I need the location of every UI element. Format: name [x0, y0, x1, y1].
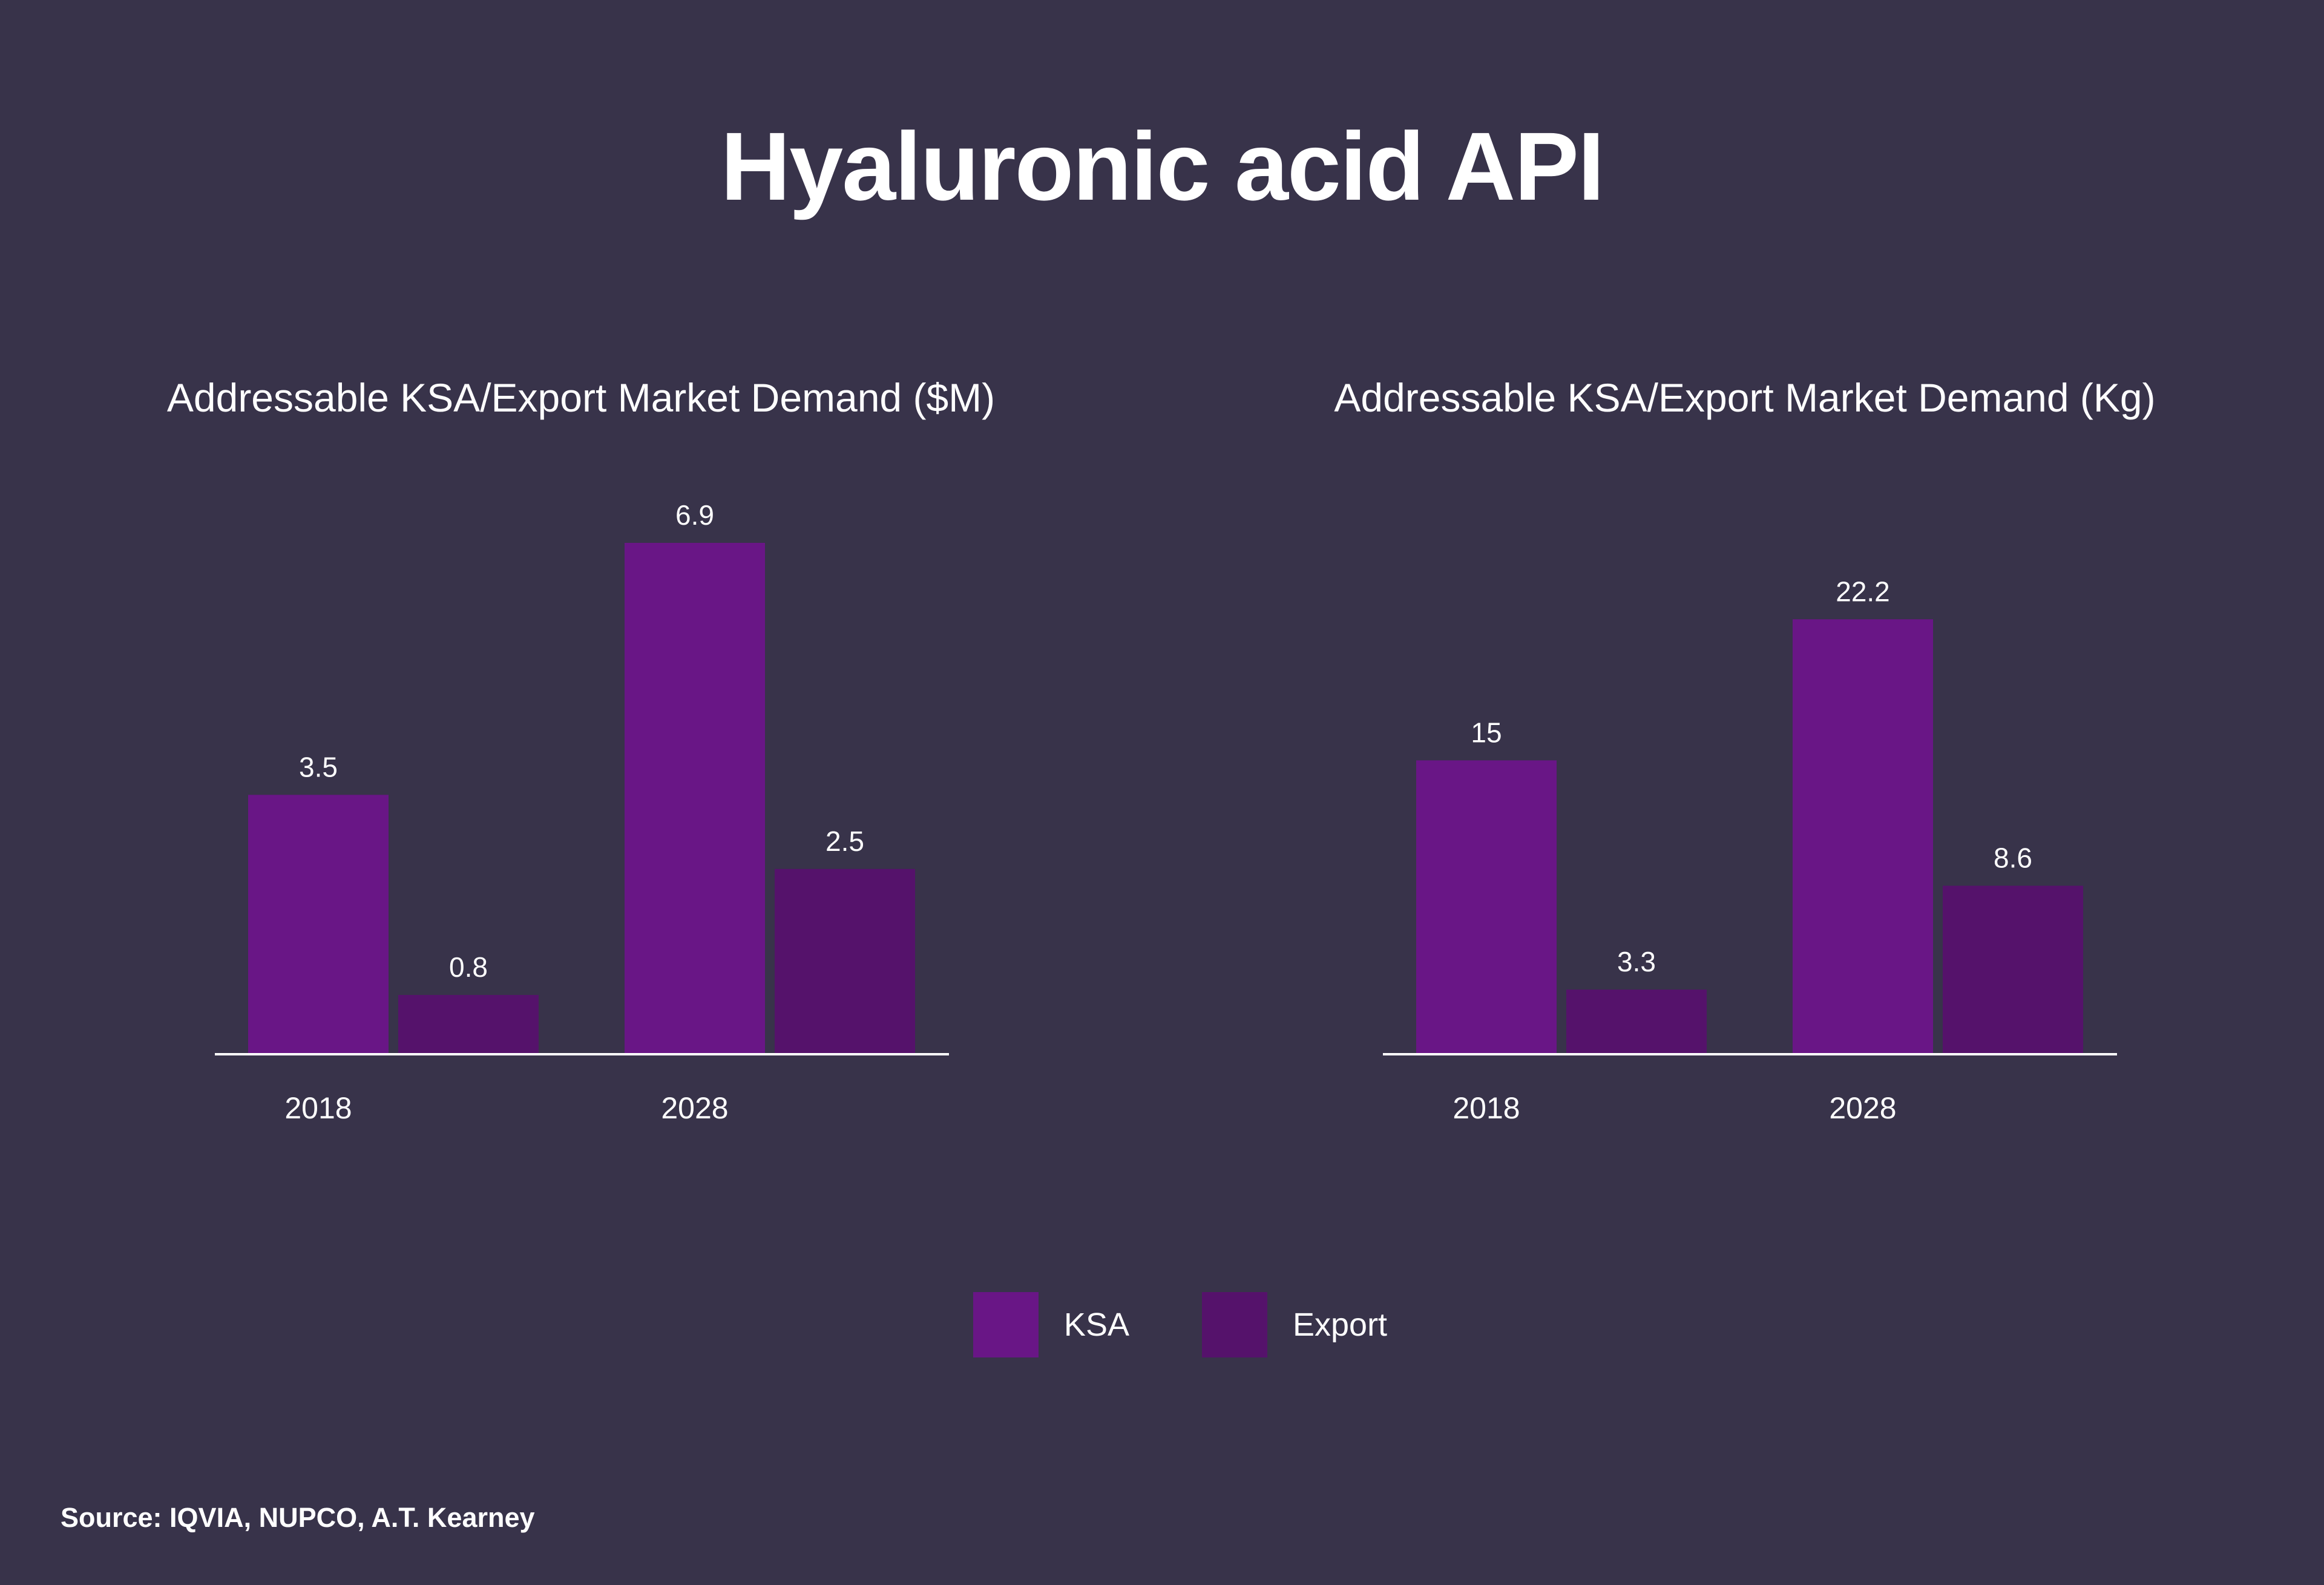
legend: KSA Export	[0, 1292, 2324, 1357]
chart-2-bar-ksa-2018	[1416, 760, 1557, 1054]
chart-1-data-label-export-2028: 2.5	[826, 825, 864, 857]
chart-2-bar-export-2028	[1943, 885, 2083, 1054]
legend-swatch-ksa	[973, 1292, 1039, 1357]
chart-2-data-label-export-2028: 8.6	[1994, 842, 2032, 874]
legend-item-ksa: KSA	[973, 1292, 1129, 1357]
legend-label-export: Export	[1292, 1307, 1388, 1343]
legend-swatch-export	[1201, 1292, 1267, 1357]
chart-1-title: Addressable KSA/Export Market Demand ($M…	[167, 375, 995, 420]
legend-item-export: Export	[1201, 1292, 1388, 1357]
chart-1-tick-label-2018: 2018	[284, 1091, 352, 1125]
chart-2-data-label-ksa-2018: 15	[1471, 717, 1502, 748]
chart-1-data-label-export-2018: 0.8	[449, 951, 488, 983]
chart-1-bar-export-2028	[775, 868, 915, 1054]
chart-1-tick-label-2028: 2028	[661, 1091, 728, 1125]
chart-2-title: Addressable KSA/Export Market Demand (Kg…	[1334, 375, 2155, 420]
chart-2-tick-label-2028: 2028	[1829, 1091, 1896, 1125]
source-note: Source: IQVIA, NUPCO, A.T. Kearney	[61, 1502, 535, 1533]
chart-1-bar-ksa-2028	[625, 543, 765, 1054]
chart-2-bar-export-2018	[1566, 989, 1707, 1054]
chart-2-data-label-ksa-2028: 22.2	[1836, 576, 1890, 607]
chart-1-bar-ksa-2018	[248, 795, 389, 1054]
legend-label-ksa: KSA	[1063, 1307, 1129, 1343]
chart-2-bar-ksa-2028	[1793, 619, 1933, 1054]
chart-1-bar-export-2018	[398, 995, 539, 1054]
page-title: Hyaluronic acid API	[720, 112, 1605, 220]
chart-1-data-label-ksa-2028: 6.9	[675, 499, 714, 531]
chart-1-data-label-ksa-2018: 3.5	[299, 751, 338, 783]
chart-2-data-label-export-2018: 3.3	[1617, 946, 1656, 977]
chart-2-tick-label-2018: 2018	[1452, 1091, 1520, 1125]
